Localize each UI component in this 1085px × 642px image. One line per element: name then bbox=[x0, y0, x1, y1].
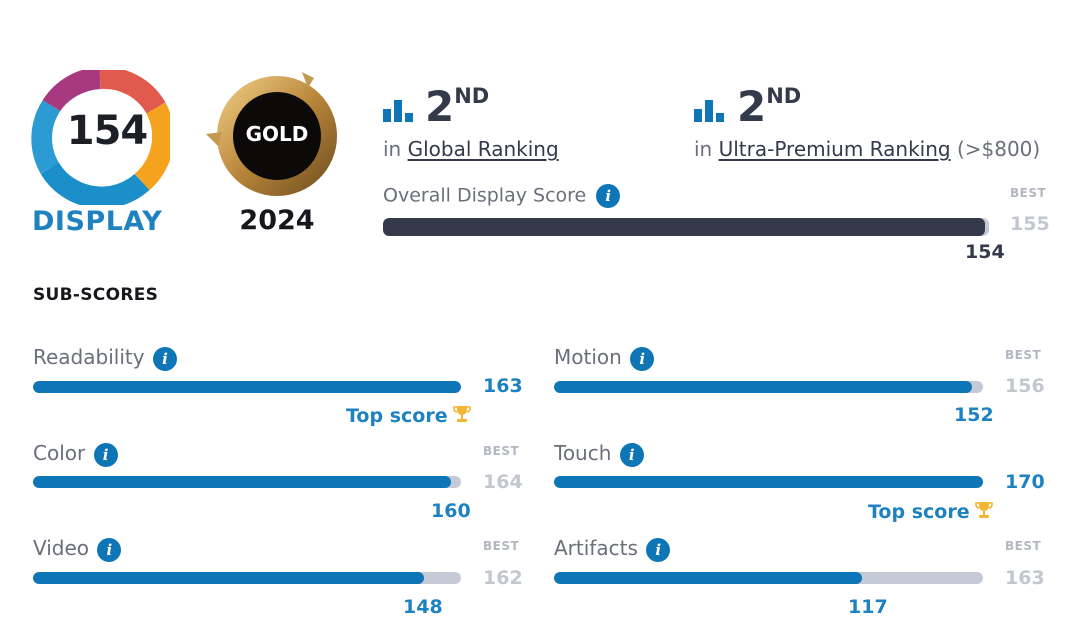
overall-score-bar bbox=[383, 218, 989, 236]
ultra-premium-rank-suffix: ND bbox=[766, 84, 802, 108]
sub-scores-heading: SUB-SCORES bbox=[33, 285, 159, 305]
sub-score-name: Artifacts bbox=[554, 536, 638, 560]
global-ranking-link[interactable]: Global Ranking bbox=[407, 137, 559, 161]
video-bar bbox=[33, 572, 461, 584]
info-icon[interactable]: i bbox=[619, 442, 644, 467]
ultra-premium-ranking-link[interactable]: Ultra-Premium Ranking bbox=[718, 137, 951, 161]
gold-label: GOLD bbox=[245, 122, 309, 146]
sub-score-color: Color i bbox=[33, 441, 118, 467]
readability-score: 163 bbox=[483, 375, 523, 397]
sub-score-name: Video bbox=[33, 536, 90, 560]
sub-score-name: Motion bbox=[554, 345, 622, 369]
artifacts-best-value: 163 bbox=[1005, 567, 1045, 589]
overall-best-value: 155 bbox=[1010, 213, 1050, 235]
ranking-bars-icon bbox=[694, 98, 724, 122]
ultra-premium-rank-position: 2ND bbox=[737, 84, 802, 128]
motion-score: 152 bbox=[954, 404, 994, 426]
artifacts-bar-fill bbox=[554, 572, 862, 584]
info-icon[interactable]: i bbox=[646, 537, 671, 562]
readability-bar bbox=[33, 381, 461, 393]
ultra-premium-rank-number: 2 bbox=[737, 82, 767, 131]
sub-score-touch: Touch i bbox=[554, 441, 644, 467]
artifacts-best-label: BEST bbox=[1005, 539, 1042, 553]
sub-score-name: Color bbox=[33, 441, 86, 465]
touch-bar bbox=[554, 476, 983, 488]
info-icon[interactable]: i bbox=[97, 537, 122, 562]
color-best-value: 164 bbox=[483, 471, 523, 493]
overall-score-label: Overall Display Score bbox=[383, 184, 587, 207]
top-score-label: Top score bbox=[868, 501, 970, 523]
video-bar-fill bbox=[33, 572, 424, 584]
touch-bar-fill bbox=[554, 476, 983, 488]
video-best-value: 162 bbox=[483, 567, 523, 589]
info-icon[interactable]: i bbox=[93, 442, 118, 467]
display-badge-graphic bbox=[31, 70, 170, 205]
global-rank-prefix: in bbox=[383, 137, 402, 161]
ultra-premium-rank-prefix: in bbox=[694, 137, 713, 161]
display-score-badge bbox=[30, 70, 170, 205]
trophy-icon bbox=[974, 502, 993, 518]
motion-bar-fill bbox=[554, 381, 972, 393]
sub-score-video: Video i bbox=[33, 536, 122, 562]
touch-score: 170 bbox=[1005, 471, 1045, 493]
info-icon[interactable]: i bbox=[630, 346, 655, 371]
color-score: 160 bbox=[431, 500, 471, 522]
ultra-premium-rank-line: in Ultra-Premium Ranking (>$800) bbox=[694, 137, 1040, 161]
display-score-number: 154 bbox=[66, 108, 149, 154]
info-icon[interactable]: i bbox=[596, 184, 621, 208]
touch-top-score: Top score bbox=[868, 500, 994, 523]
info-icon[interactable]: i bbox=[152, 346, 177, 371]
artifacts-score: 117 bbox=[848, 596, 888, 618]
trophy-icon bbox=[452, 406, 471, 422]
overall-score-fill bbox=[383, 218, 986, 236]
readability-bar-fill bbox=[33, 381, 461, 393]
video-best-label: BEST bbox=[483, 539, 520, 553]
global-rank-number: 2 bbox=[425, 82, 455, 131]
sub-score-motion: Motion i bbox=[554, 345, 655, 371]
color-bar bbox=[33, 476, 461, 488]
overall-best-label: BEST bbox=[1010, 186, 1047, 200]
readability-top-score: Top score bbox=[346, 404, 472, 427]
overall-score-value: 154 bbox=[965, 241, 1005, 263]
color-best-label: BEST bbox=[483, 444, 520, 458]
motion-best-value: 156 bbox=[1005, 375, 1045, 397]
motion-best-label: BEST bbox=[1005, 348, 1042, 362]
sub-score-readability: Readability i bbox=[33, 345, 177, 371]
sub-score-artifacts: Artifacts i bbox=[554, 536, 671, 562]
global-rank-position: 2ND bbox=[425, 84, 490, 128]
sub-score-name: Readability bbox=[33, 345, 145, 369]
video-score: 148 bbox=[403, 596, 443, 618]
sub-score-name: Touch bbox=[554, 441, 612, 465]
display-label: DISPLAY bbox=[32, 206, 163, 237]
ranking-bars-icon bbox=[383, 98, 413, 122]
price-range-note: (>$800) bbox=[956, 137, 1041, 161]
gold-award-badge bbox=[202, 70, 342, 200]
global-rank-line: in Global Ranking bbox=[383, 137, 559, 161]
global-rank-suffix: ND bbox=[454, 84, 490, 108]
color-bar-fill bbox=[33, 476, 451, 488]
motion-bar bbox=[554, 381, 983, 393]
artifacts-bar bbox=[554, 572, 983, 584]
gold-badge-graphic bbox=[206, 72, 337, 196]
award-year: 2024 bbox=[239, 205, 315, 236]
top-score-label: Top score bbox=[346, 405, 448, 427]
overall-score-label-row: Overall Display Score i bbox=[383, 184, 621, 208]
